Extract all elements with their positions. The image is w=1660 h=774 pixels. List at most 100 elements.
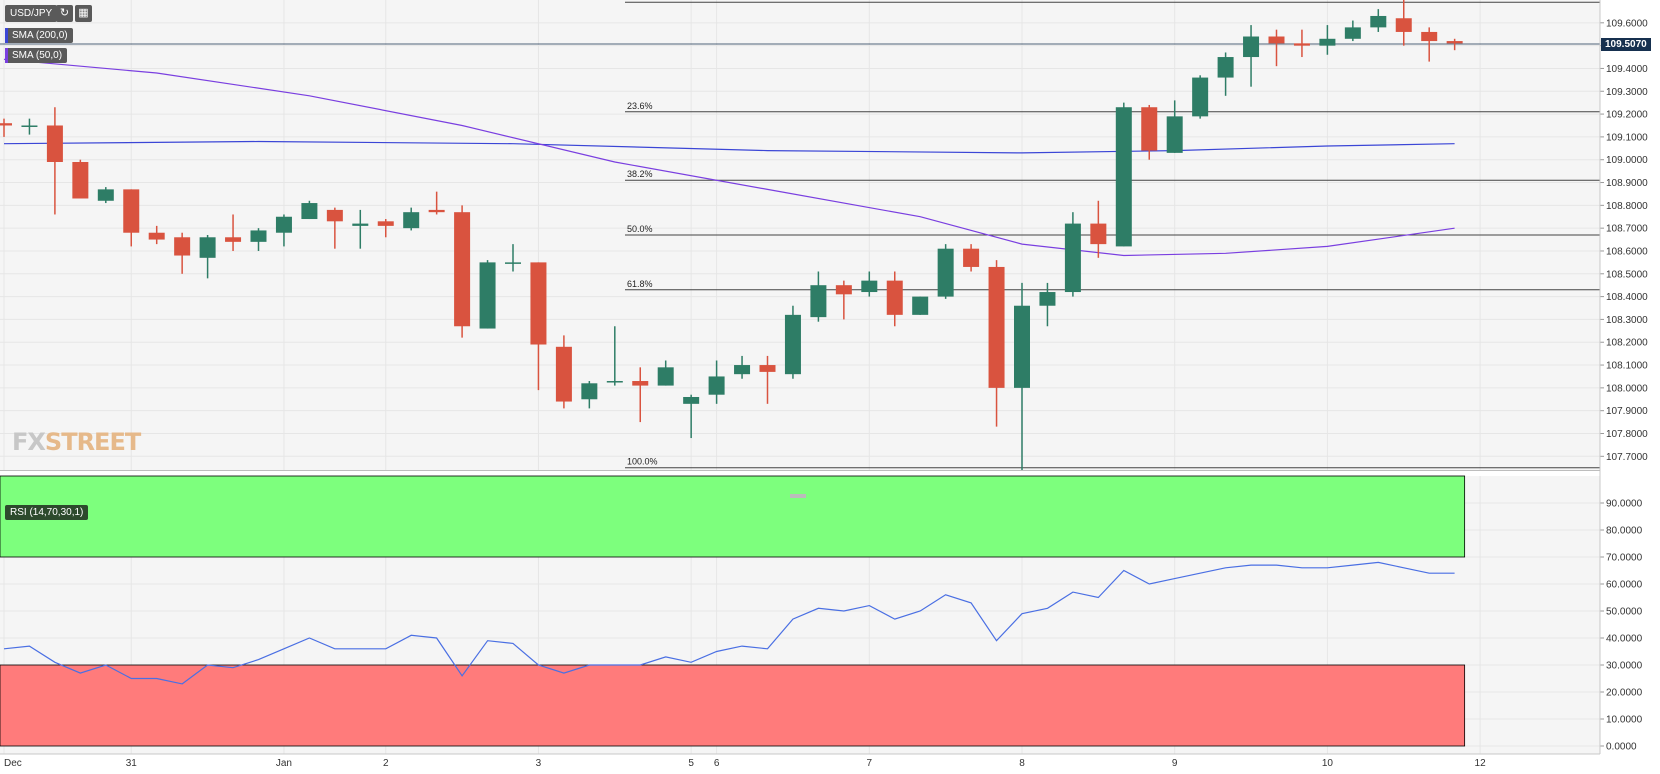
candle-body	[810, 285, 827, 318]
candle-body	[734, 365, 751, 375]
fxstreet-logo: FXSTREET	[12, 428, 141, 456]
fib-level-label: 50.0%	[627, 224, 653, 234]
candle-body	[835, 285, 852, 295]
candle-down	[0, 118, 12, 137]
candle-up	[784, 305, 801, 379]
price-tick-label: 109.4000	[1606, 64, 1648, 75]
rsi-tick-label: 50.0000	[1606, 607, 1643, 618]
price-tick-label: 108.4000	[1606, 292, 1648, 303]
candle-down	[835, 280, 852, 320]
candle-up	[97, 187, 114, 204]
candle-body	[1446, 41, 1463, 44]
price-tick-label: 107.7000	[1606, 452, 1648, 463]
candle-up	[352, 209, 369, 249]
candle-down	[1421, 27, 1438, 62]
candle-down	[428, 191, 445, 215]
candle-body	[963, 248, 980, 267]
rsi-tick-label: 30.0000	[1606, 661, 1643, 672]
x-tick-label: 9	[1172, 758, 1178, 769]
candle-down	[326, 207, 343, 249]
sma50-swatch	[5, 48, 8, 63]
candle-up	[1370, 9, 1387, 32]
price-tick-label: 108.3000	[1606, 315, 1648, 326]
candle-body	[1064, 223, 1081, 293]
candle-down	[377, 219, 394, 238]
candle-body	[1014, 305, 1030, 388]
price-tick-label: 108.7000	[1606, 224, 1648, 235]
sma200-label[interactable]: SMA (200,0)	[5, 28, 73, 43]
candle-up	[734, 355, 751, 379]
candle-up	[1039, 282, 1056, 327]
oversold-zone	[0, 664, 1466, 747]
price-tick-label: 107.8000	[1606, 429, 1648, 440]
x-tick-label: 7	[867, 758, 873, 769]
candle-down	[72, 159, 89, 199]
candle-down	[1141, 104, 1158, 160]
candle-body	[1268, 36, 1285, 44]
candle-body	[301, 203, 318, 220]
sma50-label[interactable]: SMA (50,0)	[5, 48, 68, 63]
symbol-button[interactable]: USD/JPY	[5, 5, 58, 22]
refresh-icon[interactable]: ↻	[56, 5, 73, 22]
candle-body	[1319, 38, 1336, 46]
candle-down	[148, 225, 165, 245]
price-tick-label: 108.6000	[1606, 246, 1648, 257]
x-tick-label: Dec	[4, 758, 22, 769]
candle-body	[988, 266, 1005, 388]
logo-part2: STREET	[44, 428, 141, 456]
candle-up	[1064, 212, 1081, 297]
candle-up	[1166, 100, 1183, 153]
candle-body	[21, 125, 38, 127]
sma50-line	[3, 58, 1455, 257]
candle-body	[683, 396, 700, 404]
candle-body	[199, 237, 216, 258]
candle-body	[708, 376, 725, 395]
calendar-icon[interactable]: ▦	[75, 5, 92, 22]
candle-up	[1243, 25, 1260, 87]
candle-down	[225, 214, 242, 251]
candle-up	[581, 381, 598, 409]
fib-level-label: 23.6%	[627, 101, 653, 111]
price-tick-label: 108.2000	[1606, 338, 1648, 349]
price-tick-label: 109.1000	[1606, 132, 1648, 143]
candle-body	[1395, 18, 1412, 32]
candle-up	[657, 360, 674, 386]
price-tick-label: 108.8000	[1606, 201, 1648, 212]
candle-up	[1192, 75, 1209, 119]
candle-down	[1446, 38, 1463, 51]
x-tick-label: 12	[1475, 758, 1487, 769]
candle-body	[1141, 107, 1158, 151]
x-tick-label: 10	[1322, 758, 1334, 769]
rsi-tick-label: 90.0000	[1606, 499, 1643, 510]
candle-body	[759, 365, 776, 372]
candle-up	[505, 244, 521, 272]
candle-down	[1293, 29, 1310, 58]
candle-body	[606, 381, 623, 383]
candle-down	[1268, 29, 1285, 67]
candle-up	[810, 271, 827, 322]
candle-body	[1344, 27, 1361, 39]
overbought-zone	[0, 475, 1466, 558]
fib-level-label: 61.8%	[627, 279, 653, 289]
x-tick-label: 3	[536, 758, 542, 769]
candle-down	[454, 205, 471, 338]
candle-body	[1192, 77, 1209, 117]
candle-body	[0, 123, 12, 126]
candle-down	[963, 244, 980, 272]
candle-up	[937, 244, 954, 299]
logo-part1: FX	[12, 428, 46, 456]
rsi-line	[3, 561, 1455, 685]
rsi-tick-label: 70.0000	[1606, 553, 1643, 564]
rsi-label[interactable]: RSI (14,70,30,1)	[5, 505, 89, 520]
candle-body	[912, 296, 929, 315]
candle-up	[403, 207, 420, 231]
candle-body	[148, 232, 165, 240]
rsi-tick-label: 40.0000	[1606, 634, 1643, 645]
rsi-tick-label: 20.0000	[1606, 688, 1643, 699]
candle-up	[21, 118, 38, 135]
fib-level-label: 38.2%	[627, 169, 653, 179]
panel-resize-handle[interactable]	[790, 494, 806, 498]
price-tick-label: 109.0000	[1606, 155, 1648, 166]
candle-body	[275, 216, 292, 233]
